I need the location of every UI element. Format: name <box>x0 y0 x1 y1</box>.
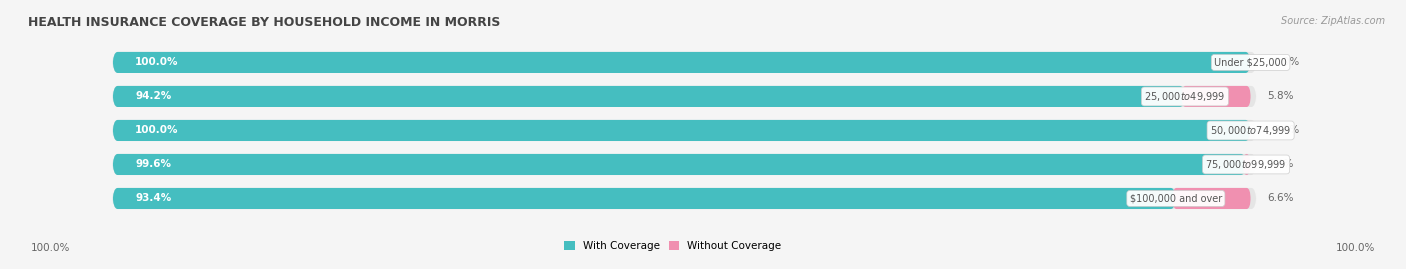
Text: 100.0%: 100.0% <box>1336 243 1375 253</box>
Text: $50,000 to $74,999: $50,000 to $74,999 <box>1211 124 1291 137</box>
Text: 99.6%: 99.6% <box>135 160 172 169</box>
Text: Source: ZipAtlas.com: Source: ZipAtlas.com <box>1281 16 1385 26</box>
FancyBboxPatch shape <box>1173 188 1250 209</box>
Text: 5.8%: 5.8% <box>1268 91 1294 101</box>
Text: 100.0%: 100.0% <box>135 58 179 68</box>
Text: 100.0%: 100.0% <box>31 243 70 253</box>
Text: 100.0%: 100.0% <box>135 125 179 136</box>
Text: 93.4%: 93.4% <box>135 193 172 203</box>
Text: 6.6%: 6.6% <box>1268 193 1294 203</box>
Text: HEALTH INSURANCE COVERAGE BY HOUSEHOLD INCOME IN MORRIS: HEALTH INSURANCE COVERAGE BY HOUSEHOLD I… <box>28 16 501 29</box>
FancyBboxPatch shape <box>112 120 1256 141</box>
Text: 0.4%: 0.4% <box>1268 160 1294 169</box>
FancyBboxPatch shape <box>112 120 1250 141</box>
FancyBboxPatch shape <box>112 52 1250 73</box>
Text: 0.0%: 0.0% <box>1274 125 1299 136</box>
Text: 94.2%: 94.2% <box>135 91 172 101</box>
FancyBboxPatch shape <box>112 154 1246 175</box>
Text: $25,000 to $49,999: $25,000 to $49,999 <box>1144 90 1226 103</box>
FancyBboxPatch shape <box>112 86 1185 107</box>
FancyBboxPatch shape <box>1181 86 1250 107</box>
FancyBboxPatch shape <box>112 154 1256 175</box>
Text: $100,000 and over: $100,000 and over <box>1130 193 1222 203</box>
Text: 0.0%: 0.0% <box>1274 58 1299 68</box>
FancyBboxPatch shape <box>112 86 1256 107</box>
FancyBboxPatch shape <box>112 52 1256 73</box>
FancyBboxPatch shape <box>1243 154 1250 175</box>
Legend: With Coverage, Without Coverage: With Coverage, Without Coverage <box>560 237 786 255</box>
FancyBboxPatch shape <box>112 188 1256 209</box>
Text: Under $25,000: Under $25,000 <box>1215 58 1286 68</box>
Text: $75,000 to $99,999: $75,000 to $99,999 <box>1205 158 1286 171</box>
FancyBboxPatch shape <box>112 188 1175 209</box>
